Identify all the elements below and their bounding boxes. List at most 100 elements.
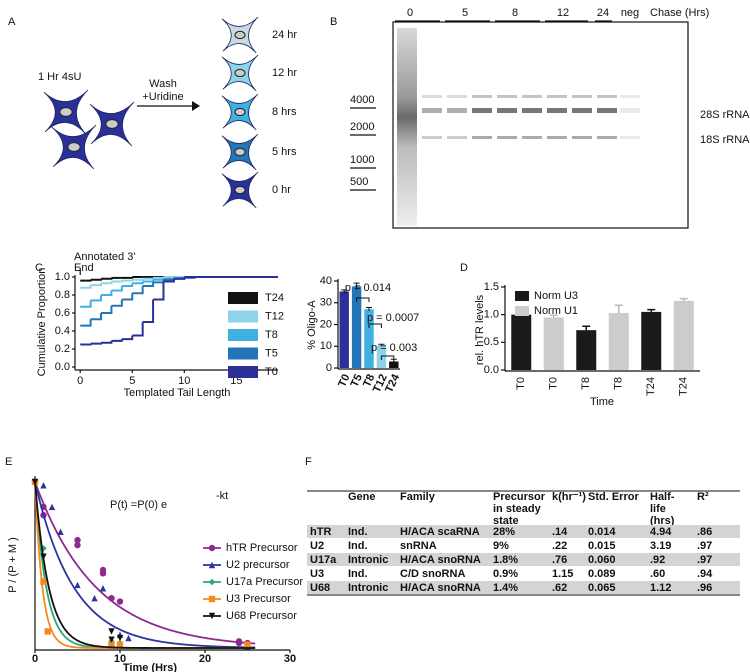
panel-label: B	[330, 16, 337, 28]
gel-axis-label: Chase (Hrs)	[650, 7, 709, 19]
table-header: in steady	[493, 503, 542, 515]
panel-label: E	[5, 456, 12, 468]
table-header: Half-	[650, 491, 675, 503]
ladder-label: 1000	[350, 154, 374, 166]
table-header: Precursor	[493, 491, 546, 503]
gel-band	[422, 95, 442, 98]
chase-label: 0 hr	[272, 184, 291, 196]
data-point	[116, 634, 124, 642]
step-line	[90, 283, 103, 287]
y-tick-label: 0.8	[55, 289, 70, 301]
x-tick-label: T8	[361, 372, 377, 389]
gel-band	[497, 108, 517, 113]
step-line	[111, 299, 123, 307]
gel-band	[572, 95, 592, 98]
table-cell: 1.4%	[493, 582, 518, 594]
data-point	[125, 634, 132, 642]
table-header: Family	[400, 491, 436, 503]
gel-band	[597, 136, 617, 139]
x-tick-label: T0	[548, 377, 560, 390]
table-cell: .94	[697, 568, 713, 580]
legend-label: T0	[265, 366, 278, 378]
legend-label: U17a Precursor	[226, 576, 303, 588]
panel-label: C	[35, 262, 43, 274]
gel-band	[422, 108, 442, 113]
nucleus	[234, 185, 246, 195]
gel-band	[447, 95, 467, 98]
table-cell: 1.8%	[493, 554, 518, 566]
data-point	[108, 641, 115, 648]
data-point	[57, 528, 64, 535]
x-tick-label: 0	[32, 653, 38, 665]
x-tick-label: T0	[336, 372, 352, 389]
y-tick-label: 0.2	[55, 343, 70, 355]
gel-band	[572, 136, 592, 139]
table-cell: 1.15	[552, 568, 573, 580]
ladder-lane	[397, 28, 417, 226]
data-point	[91, 595, 98, 602]
step-line	[90, 278, 103, 281]
x-tick-label: T8	[613, 377, 625, 390]
wash-label: +Uridine	[142, 91, 183, 103]
legend-label: hTR Precursor	[226, 542, 298, 554]
nucleus	[234, 107, 246, 117]
step-line	[101, 277, 113, 280]
step-line	[163, 277, 175, 280]
legend-label: Norm U1	[534, 305, 578, 317]
significance-bracket	[368, 323, 382, 328]
ladder-label: 2000	[350, 121, 374, 133]
legend-label: U2 precursor	[226, 559, 290, 571]
gel-band	[620, 95, 640, 98]
step-line	[142, 277, 155, 280]
legend-label: T12	[265, 310, 284, 322]
panel-label: D	[460, 262, 468, 274]
table-cell: 4.94	[650, 526, 672, 538]
step-line	[111, 286, 123, 292]
step-line	[153, 278, 165, 281]
step-line	[90, 342, 103, 345]
table-cell: Intronic	[348, 582, 388, 594]
gel-band	[597, 95, 617, 98]
lane-label: 5	[462, 7, 468, 19]
bar	[576, 330, 597, 370]
lane-label: 12	[557, 7, 569, 19]
p-value: p = 0.003	[371, 342, 417, 354]
x-tick-label: T24	[678, 377, 690, 396]
gel-band	[597, 108, 617, 113]
panel-label: A	[8, 16, 16, 28]
step-line	[163, 278, 175, 283]
equation-exponent: -kt	[216, 490, 228, 502]
x-tick-label: 20	[199, 653, 211, 665]
chase-label: 8 hrs	[272, 106, 297, 118]
table-header: Std. Error	[588, 491, 639, 503]
row-shade	[307, 581, 740, 594]
step-line	[111, 339, 123, 342]
gel-band	[472, 95, 492, 98]
bar	[389, 361, 399, 368]
legend-label: T5	[265, 347, 278, 359]
y-axis-label: % Oligo-A	[306, 300, 318, 350]
error-bar	[353, 282, 360, 290]
ladder-label: 4000	[350, 94, 374, 106]
bar	[608, 313, 629, 370]
lane-label: 8	[512, 7, 518, 19]
step-line	[121, 283, 134, 287]
legend-marker	[208, 595, 216, 603]
data-point	[108, 595, 115, 602]
table-cell: Ind.	[348, 526, 368, 538]
nucleus	[234, 68, 246, 78]
legend-swatch	[515, 291, 529, 301]
legend-label: U68 Precursor	[226, 610, 297, 622]
data-point	[74, 541, 81, 549]
bar	[543, 317, 564, 370]
gel-band	[522, 108, 542, 113]
data-point	[108, 628, 115, 635]
x-tick-label: 30	[284, 653, 296, 665]
y-tick-label: 40	[320, 275, 332, 287]
x-axis-label: Templated Tail Length	[124, 387, 231, 399]
table-cell: 0.065	[588, 582, 616, 594]
x-tick-label: T0	[515, 377, 527, 390]
legend-swatch	[228, 292, 258, 304]
table-cell: .60	[650, 568, 665, 580]
panel-label: F	[305, 456, 312, 468]
